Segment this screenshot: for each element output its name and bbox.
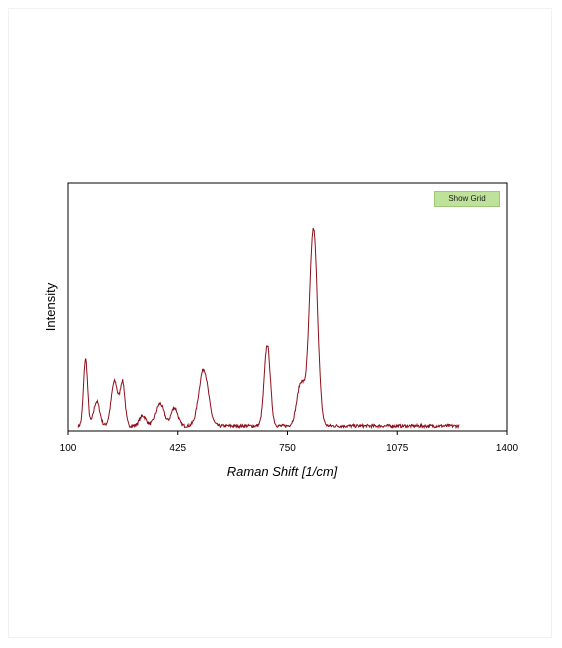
x-tick-label: 1075 <box>386 443 409 454</box>
show-grid-button[interactable]: Show Grid <box>434 191 500 207</box>
x-tick-label: 750 <box>279 443 296 454</box>
plot-area <box>67 182 508 432</box>
x-tick-label: 1400 <box>496 443 519 454</box>
x-axis-title: Raman Shift [1/cm] <box>227 464 338 479</box>
x-tick-label: 425 <box>169 443 186 454</box>
x-tick-label: 100 <box>60 443 77 454</box>
chart-frame <box>8 8 552 638</box>
series-line <box>77 227 460 430</box>
y-axis-title: Intensity <box>43 282 58 331</box>
x-axis-ticks: 100 425 750 1075 1400 <box>60 431 519 454</box>
